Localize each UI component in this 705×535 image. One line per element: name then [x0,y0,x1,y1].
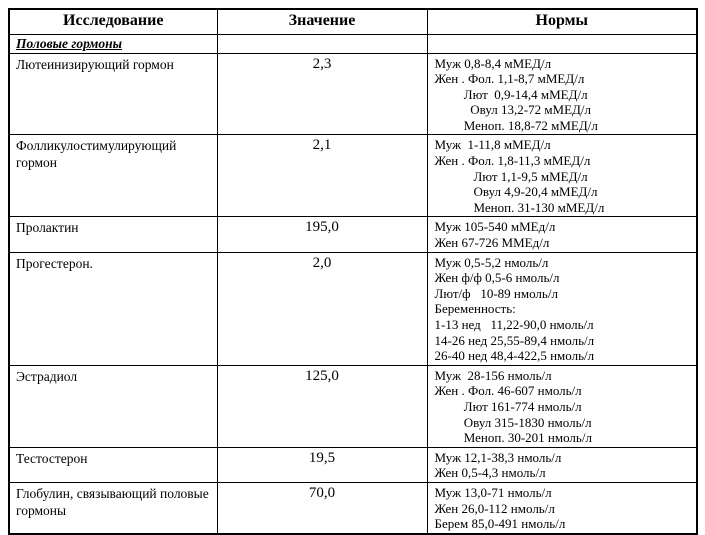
value-cell: 125,0 [216,364,428,448]
table-row-estradiol: Эстрадиол 125,0 Муж 28-156 нмоль/л Жен .… [8,364,698,448]
norms-cell: Муж 105-540 мМЕд/л Жен 67-726 ММЕд/л [426,216,698,253]
value-cell: 195,0 [216,216,428,253]
header-row: Исследование Значение Нормы [8,8,698,35]
empty-cell [216,33,428,54]
table-row-prolactin: Пролактин 195,0 Муж 105-540 мМЕд/л Жен 6… [8,216,698,253]
section-title: Половые гормоны [16,35,123,51]
table-row-lh: Лютеинизирующий гормон 2,3 Муж 0,8-8,4 м… [8,52,698,136]
norms-cell: Муж 28-156 нмоль/л Жен . Фол. 46-607 нмо… [426,364,698,448]
norms-cell: Муж 1-11,8 мМЕД/л Жен . Фол. 1,8-11,3 мМ… [426,134,698,218]
table-row-progesterone: Прогестерон. 2,0 Муж 0,5-5,2 нмоль/л Жен… [8,251,698,366]
lab-results-table: Исследование Значение Нормы Половые горм… [8,8,698,535]
table-row-testosterone: Тестостерон 19,5 Муж 12,1-38,3 нмоль/л Ж… [8,446,698,483]
table-row-fsh: Фолликулостимулирующий гормон 2,1 Муж 1-… [8,134,698,218]
document-page: Исследование Значение Нормы Половые горм… [8,8,698,535]
value-cell: 2,3 [216,52,428,136]
test-name-cell: Глобулин, связывающий половые гормоны [8,481,218,535]
test-name-cell: Пролактин [8,216,218,253]
test-name-cell: Фолликулостимулирующий гормон [8,134,218,218]
value-cell: 70,0 [216,481,428,535]
column-header-norms: Нормы [426,8,698,35]
section-title-cell: Половые гормоны [8,33,218,54]
section-row-sex-hormones: Половые гормоны [8,33,698,54]
value-cell: 2,1 [216,134,428,218]
column-header-test: Исследование [8,8,218,35]
empty-cell [426,33,698,54]
test-name-cell: Лютеинизирующий гормон [8,52,218,136]
test-name-cell: Эстрадиол [8,364,218,448]
norms-cell: Муж 0,5-5,2 нмоль/л Жен ф/ф 0,5-6 нмоль/… [426,251,698,366]
test-name-cell: Прогестерон. [8,251,218,366]
norms-cell: Муж 0,8-8,4 мМЕД/л Жен . Фол. 1,1-8,7 мМ… [426,52,698,136]
value-cell: 19,5 [216,446,428,483]
value-cell: 2,0 [216,251,428,366]
test-name-cell: Тестостерон [8,446,218,483]
column-header-value: Значение [216,8,428,35]
table-row-shbg: Глобулин, связывающий половые гормоны 70… [8,481,698,535]
norms-cell: Муж 13,0-71 нмоль/л Жен 26,0-112 нмоль/л… [426,481,698,535]
norms-cell: Муж 12,1-38,3 нмоль/л Жен 0,5-4,3 нмоль/… [426,446,698,483]
